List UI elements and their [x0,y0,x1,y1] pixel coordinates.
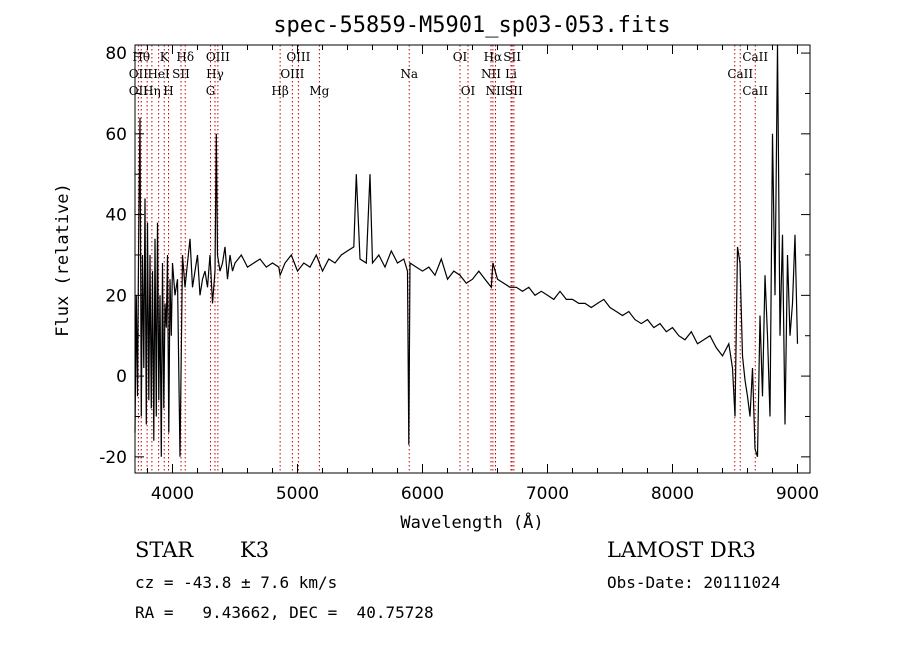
x-tick-label: 4000 [151,484,194,504]
spectral-line-label: OI [461,84,476,98]
spectral-line-label: Mg [309,84,329,98]
x-tick-label: 8000 [651,484,694,504]
spectral-line-label: HeI [147,67,170,81]
x-tick-label: 5000 [276,484,319,504]
chart-title: spec-55859-M5901_sp03-053.fits [273,13,670,38]
x-tick-label: 9000 [776,484,819,504]
spectral-line-label: CaII [727,67,753,81]
spectrum-chart: spec-55859-M5901_sp03-053.fits OIIHθOIIH… [53,13,819,533]
obs-date: Obs-Date: 20111024 [607,573,781,592]
x-axis-ticks: 4000 5000 6000 7000 8000 9000 [147,45,819,504]
spectral-line-label: OI [453,50,468,64]
y-tick-label: 40 [105,206,127,226]
spectral-line-label: OIII [286,50,310,64]
spectral-line-label: H [163,84,173,98]
spectral-line-label: SII [172,67,190,81]
spectral-line-label: Hδ [176,50,194,64]
spectral-line-label: NII [486,84,506,98]
x-tick-label: 6000 [401,484,444,504]
y-axis-ticks: -20 0 20 40 60 80 [99,44,810,468]
spectral-line-label: Na [400,67,418,81]
spectral-line-label: OIII [206,50,230,64]
spectral-line-label: SII [503,50,521,64]
x-axis-label: Wavelength (Å) [400,511,543,533]
y-tick-label: 20 [105,286,127,306]
y-tick-label: 80 [105,44,127,64]
spectral-line-label: Li [505,67,517,81]
spectral-line-label: Hβ [271,84,288,98]
spectral-line-label: SII [505,84,523,98]
spectrum-line [134,44,799,457]
survey-name: LAMOST DR3 [607,538,756,562]
coordinates: RA = 9.43662, DEC = 40.75728 [135,603,434,622]
spectral-line-label: OII [129,67,149,81]
spectral-line-label: Hη [143,84,161,98]
spectral-line-label: OII [129,84,149,98]
spectral-line-label: Hγ [206,67,224,81]
plot-frame [134,44,811,474]
spectral-line-label: Hα [484,50,503,64]
y-axis-label: Flux (relative) [53,183,73,337]
x-tick-label: 7000 [526,484,569,504]
spectral-line-label: CaII [742,84,768,98]
spectral-line-label: G [206,84,216,98]
spectral-line-label: OIII [280,67,304,81]
spectral-line-label: NII [481,67,501,81]
spectral-line-label: CaII [742,50,768,64]
spectral-line-label: K [160,50,170,64]
object-type: STAR [135,538,194,562]
y-tick-label: -20 [99,448,127,468]
object-subclass: K3 [240,538,270,562]
y-tick-label: 60 [105,125,127,145]
y-tick-label: 0 [116,367,127,387]
redshift-cz: cz = -43.8 ± 7.6 km/s [135,573,338,592]
